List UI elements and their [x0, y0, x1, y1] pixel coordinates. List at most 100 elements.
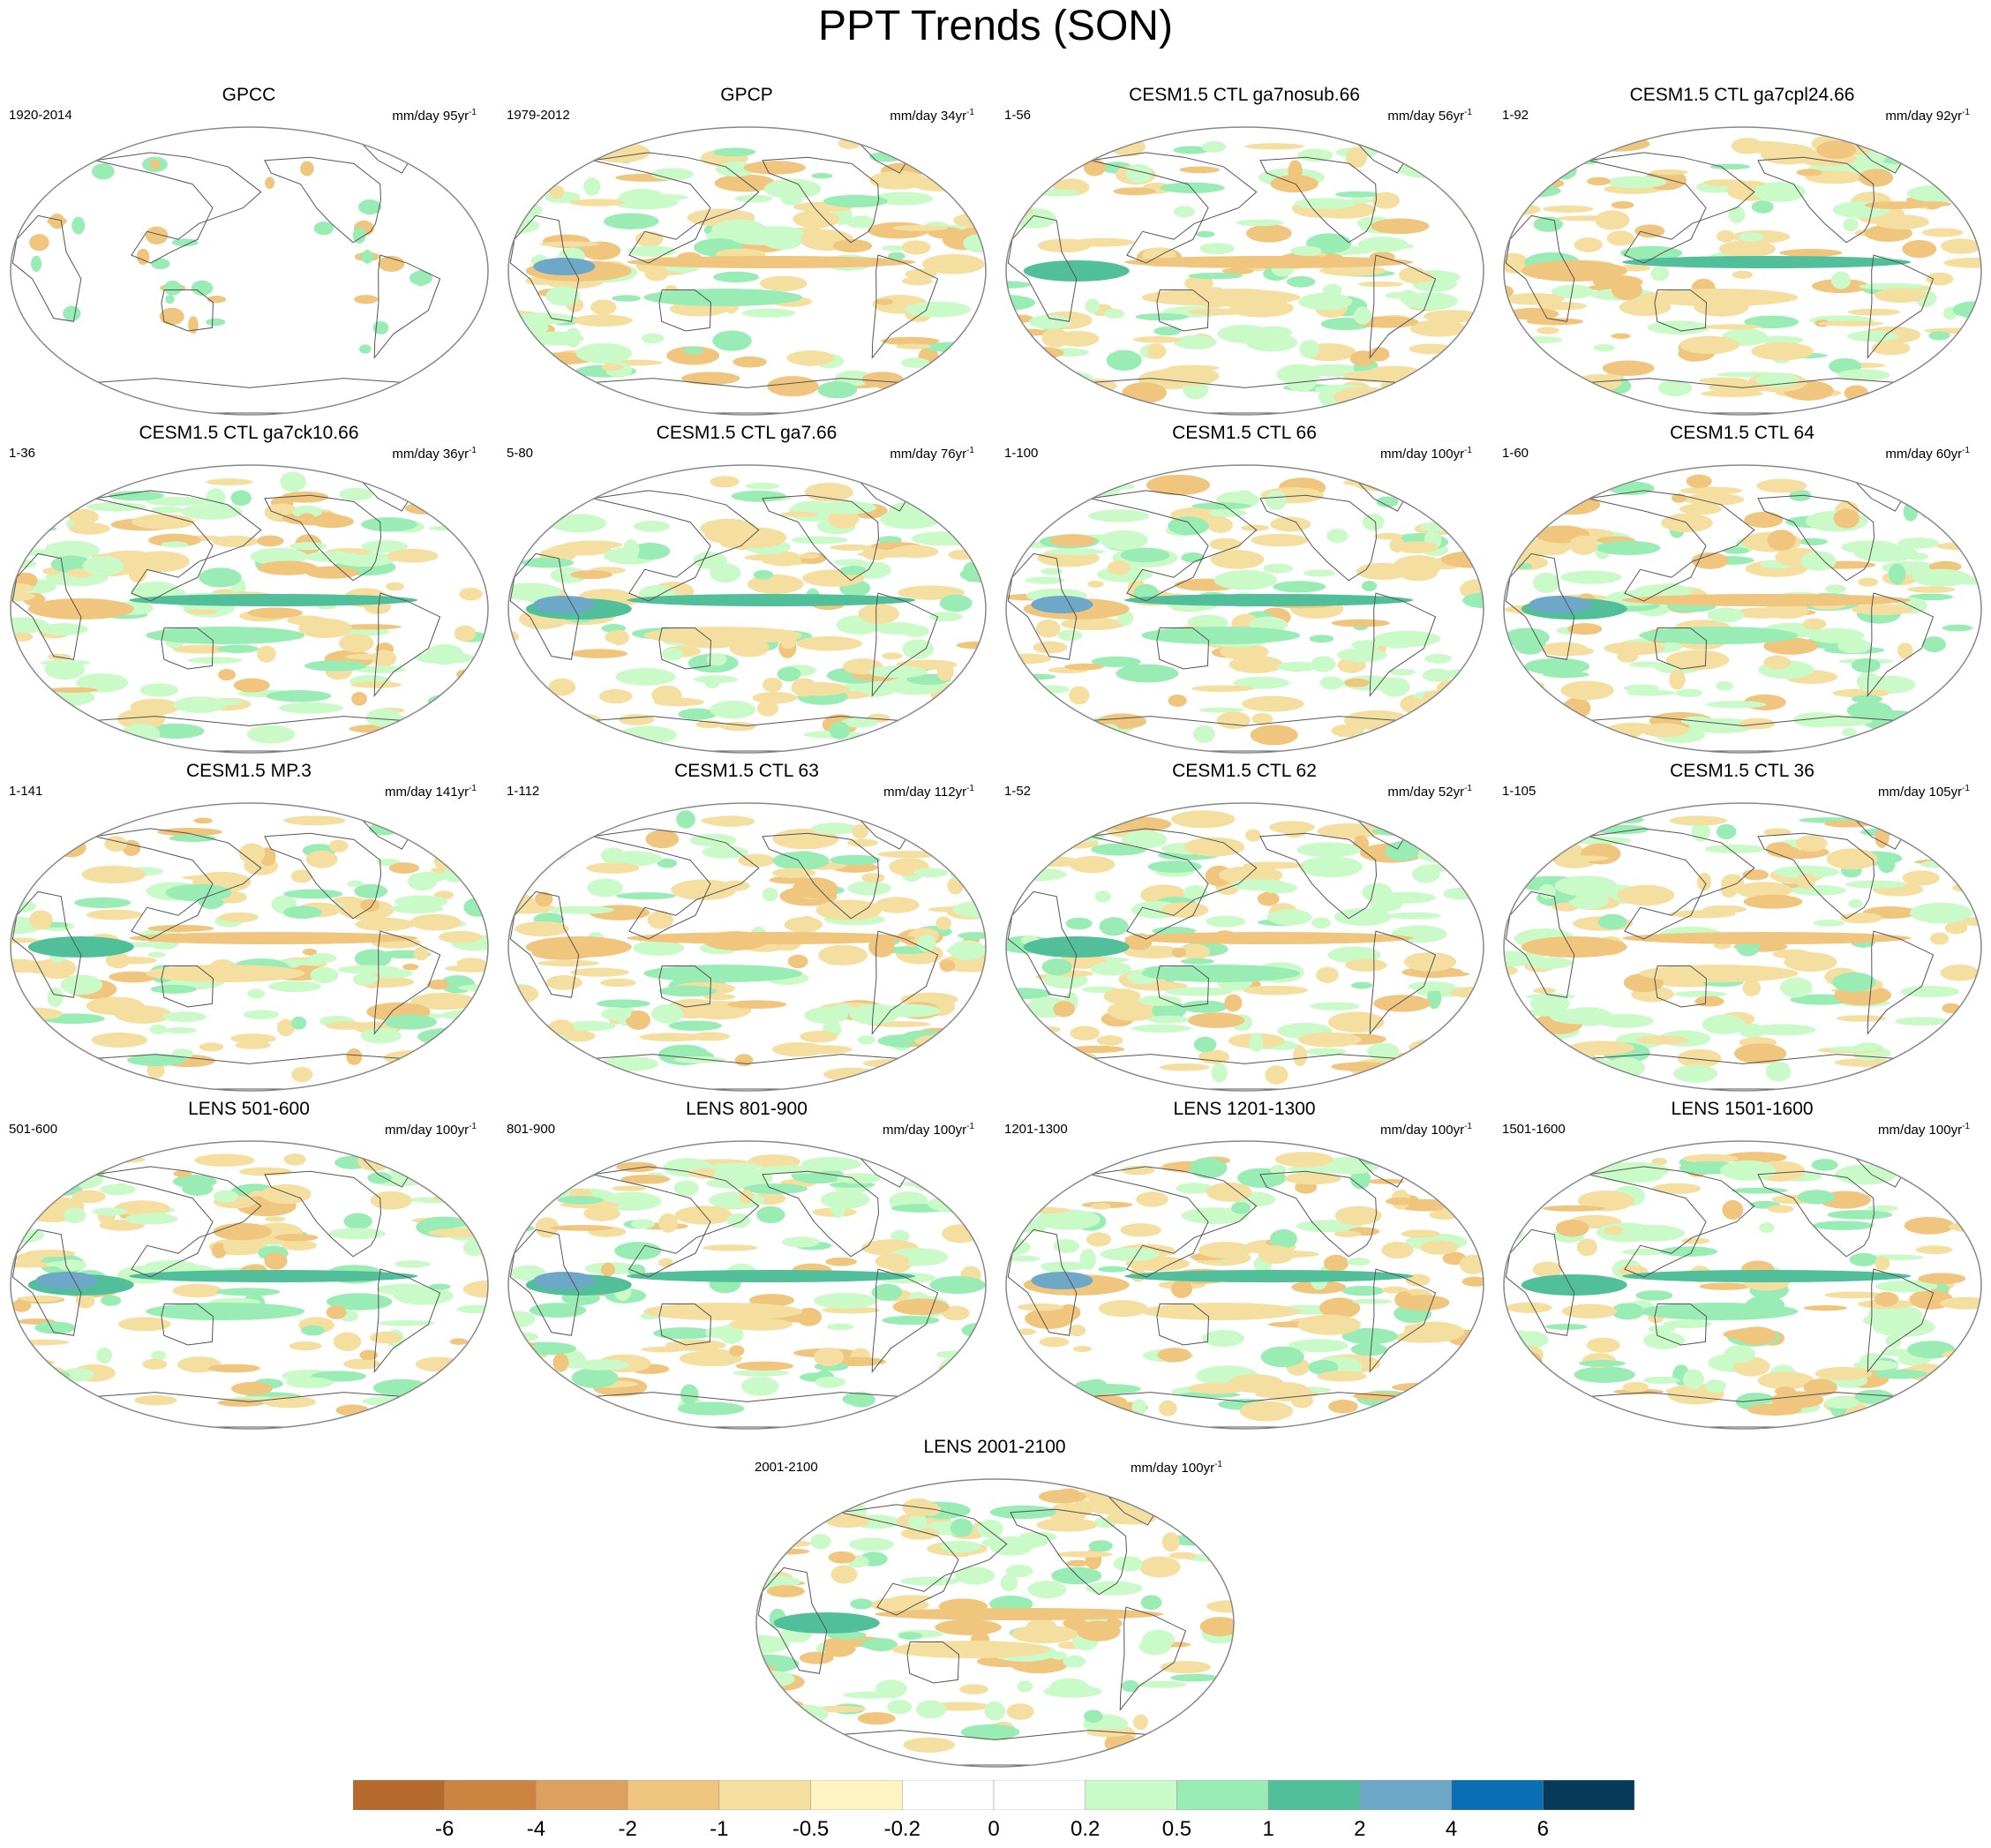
map-area: [9, 125, 490, 421]
trend-patch: [1744, 511, 1784, 528]
trend-patch: [586, 862, 640, 874]
coastline: [1867, 254, 1935, 359]
trend-patch: [346, 1048, 363, 1065]
trend-patch: [575, 342, 633, 364]
coastline: [1369, 254, 1437, 359]
panel-years: 801-900: [507, 1122, 556, 1137]
trend-patch: [1337, 648, 1387, 663]
trend-patch: [1921, 228, 1964, 237]
trend-patch: [29, 234, 49, 252]
trend-patch: [1675, 688, 1703, 697]
trend-patch: [1967, 814, 1981, 824]
trend-patch: [1270, 1165, 1287, 1175]
trend-patch: [440, 1367, 481, 1373]
trend-patch: [1180, 958, 1215, 965]
trend-patch: [898, 1394, 932, 1407]
trend-patch: [752, 691, 798, 704]
map-border: [1503, 464, 1982, 754]
trend-patch: [1742, 869, 1769, 881]
trend-patch: [1765, 842, 1793, 857]
trend-patch: [1446, 1158, 1484, 1172]
coastline: [11, 1228, 82, 1336]
trend-patch: [305, 850, 338, 868]
itcz-band: [875, 1608, 1164, 1620]
trend-patch: [1504, 184, 1561, 198]
trend-patch: [951, 692, 986, 701]
trend-patch: [385, 582, 405, 591]
strong-wet-patch: [35, 1272, 98, 1289]
trend-patch: [1550, 1008, 1612, 1025]
trend-patch: [1422, 668, 1453, 682]
trend-patch: [280, 471, 306, 492]
trend-patch: [1606, 176, 1667, 189]
trend-patch: [756, 1737, 791, 1751]
trend-patch: [508, 512, 550, 532]
trend-patch: [1699, 1282, 1751, 1290]
coastline: [1010, 1508, 1128, 1596]
trend-patch: [601, 1008, 632, 1021]
trend-patch: [959, 1684, 989, 1694]
trend-patch: [1683, 1153, 1739, 1164]
trend-patch: [127, 1054, 186, 1067]
trend-patch: [1290, 245, 1322, 256]
trend-patch: [1739, 232, 1764, 242]
map-area: [507, 1139, 988, 1435]
trend-patch: [1000, 1574, 1018, 1592]
coastline: [1369, 1268, 1437, 1373]
coastline: [592, 1166, 760, 1278]
trend-patch: [1266, 909, 1312, 926]
trend-patch: [876, 392, 906, 402]
trend-patch: [1720, 1160, 1777, 1181]
trend-patch: [1902, 870, 1940, 886]
trend-patch: [1943, 1176, 1958, 1196]
map-border: [1005, 1140, 1484, 1430]
trend-patch: [382, 1401, 424, 1421]
trend-patch: [622, 539, 640, 561]
trend-patch: [217, 644, 259, 653]
trend-patch: [552, 1353, 569, 1372]
trend-patch: [921, 253, 985, 274]
spcz-band: [643, 965, 803, 982]
trend-patch: [1461, 1276, 1484, 1287]
trend-patch: [1739, 1023, 1766, 1039]
trend-patch: [350, 680, 402, 688]
trend-patch: [818, 944, 868, 965]
trend-patch: [1814, 1366, 1873, 1381]
trend-patch: [1297, 148, 1334, 162]
trend-patch: [1170, 1280, 1192, 1298]
trend-patch: [1160, 1661, 1212, 1674]
trend-patch: [1198, 707, 1244, 713]
trend-patch: [1405, 1273, 1431, 1287]
trend-patch: [830, 1565, 858, 1584]
coastline: [1588, 490, 1755, 602]
trend-patch: [1017, 1680, 1033, 1693]
trend-patch: [1181, 1207, 1249, 1225]
trend-patch: [1941, 1171, 1981, 1192]
panel-title: CESM1.5 CTL ga7.66: [656, 423, 838, 443]
trend-patch: [164, 1026, 197, 1034]
trend-patch: [238, 843, 266, 864]
trend-patch: [828, 1551, 856, 1564]
map-area: [9, 801, 490, 1097]
trend-patch: [1650, 266, 1670, 282]
trend-patch: [333, 896, 364, 905]
trend-patch: [50, 1154, 111, 1176]
trend-patch: [1006, 1371, 1059, 1389]
trend-patch: [676, 810, 695, 829]
coastline: [1259, 494, 1378, 582]
panel-title: GPCP: [720, 85, 773, 105]
trend-patch: [267, 690, 332, 702]
trend-patch: [858, 603, 900, 624]
trend-patch: [1825, 584, 1846, 594]
trend-patch: [108, 491, 164, 501]
trend-patch: [1066, 1559, 1089, 1567]
itcz-band: [1124, 1270, 1414, 1282]
trend-patch: [935, 916, 952, 930]
trend-patch: [1061, 617, 1125, 631]
trend-patch: [889, 1401, 954, 1414]
trend-patch: [11, 1394, 35, 1401]
trend-patch: [1881, 1348, 1912, 1356]
panel-units: mm/day 36yr-1: [392, 446, 477, 462]
coastline: [762, 1170, 880, 1258]
trend-patch: [1875, 827, 1890, 848]
